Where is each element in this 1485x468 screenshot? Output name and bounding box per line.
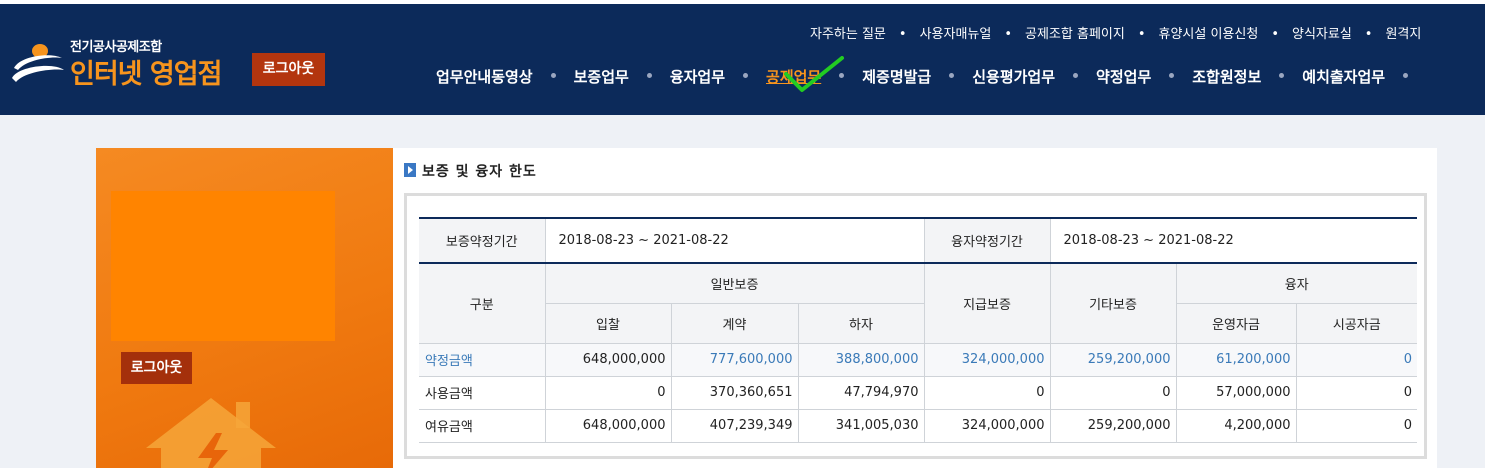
util-link-resort[interactable]: 휴양시설 이용신청 bbox=[1158, 27, 1259, 42]
site-logo[interactable]: 전기공사공제조합 인터넷 영업점 bbox=[10, 34, 240, 94]
cell-contract: 407,239,349 bbox=[670, 408, 799, 443]
cell-subcontract: 341,005,030 bbox=[797, 408, 925, 443]
row-label-contract-amount[interactable]: 약정금액 bbox=[419, 342, 546, 377]
cell-other-guarantee: 259,200,000 bbox=[1049, 408, 1177, 443]
cell-operating-fund: 4,200,000 bbox=[1175, 408, 1297, 443]
nav-menu-mutual-aid[interactable]: 공제업무 bbox=[766, 68, 822, 86]
cell-bid: 648,000,000 bbox=[544, 342, 672, 377]
main-content: 보증 및 융자 한도 보증약정기간 2018-08-23 ~ 2021-08-2… bbox=[393, 148, 1437, 468]
section-header: 보증 및 융자 한도 bbox=[404, 160, 537, 180]
nav-menu-loan[interactable]: 융자업무 bbox=[669, 68, 726, 86]
nav-menu-agreement[interactable]: 약정업무 bbox=[1096, 68, 1152, 86]
limit-table: 보증약정기간 2018-08-23 ~ 2021-08-22 융자약정기간 20… bbox=[419, 217, 1418, 443]
nav-menu-certificates[interactable]: 제증명발급 bbox=[862, 68, 932, 86]
cell-construction-fund: 0 bbox=[1295, 408, 1418, 443]
cell-bid: 648,000,000 bbox=[544, 408, 672, 443]
cell-bid: 0 bbox=[544, 375, 672, 410]
nav-separator-dot bbox=[1279, 73, 1285, 78]
logo-swoosh-icon bbox=[12, 44, 64, 82]
nav-menu-guarantee[interactable]: 보증업무 bbox=[573, 68, 629, 86]
util-link-forms[interactable]: 양식자료실 bbox=[1291, 27, 1352, 42]
header-construction-fund: 시공자금 bbox=[1295, 302, 1418, 344]
util-separator: • bbox=[898, 27, 907, 42]
left-side-panel: 로그아웃 bbox=[96, 148, 393, 468]
table-row: 약정금액 648,000,000 777,600,000 388,800,000… bbox=[419, 342, 1418, 377]
util-link-faq[interactable]: 자주하는 질문 bbox=[810, 27, 886, 42]
cell-payment-guarantee: 324,000,000 bbox=[923, 408, 1051, 443]
nav-menu-credit-rating[interactable]: 신용평가업무 bbox=[972, 68, 1056, 86]
nav-separator-dot bbox=[1073, 73, 1079, 78]
header-other-guarantee: 기타보증 bbox=[1049, 262, 1177, 344]
utility-links: 자주하는 질문 • 사용자매뉴얼 • 공제조합 홈페이지 • 휴양시설 이용신청 • 양식자료실… bbox=[810, 23, 1422, 42]
cell-construction-fund: 0 bbox=[1295, 375, 1418, 410]
guarantee-period-value: 2018-08-23 ~ 2021-08-22 bbox=[544, 217, 925, 264]
util-link-manual[interactable]: 사용자매뉴얼 bbox=[919, 27, 992, 42]
loan-period-value: 2018-08-23 ~ 2021-08-22 bbox=[1049, 217, 1418, 264]
nav-separator-dot bbox=[949, 73, 955, 78]
header-operating-fund: 운영자금 bbox=[1175, 302, 1297, 344]
cell-subcontract: 47,794,970 bbox=[797, 375, 925, 410]
limit-table-frame: 보증약정기간 2018-08-23 ~ 2021-08-22 융자약정기간 20… bbox=[404, 193, 1427, 459]
logo-org-name: 전기공사공제조합 bbox=[70, 40, 162, 55]
header-subcontract: 하자 bbox=[797, 302, 925, 344]
cell-operating-fund: 57,000,000 bbox=[1175, 375, 1297, 410]
nav-menu-member-info[interactable]: 조합원정보 bbox=[1192, 68, 1262, 86]
util-link-remote[interactable]: 원격지 bbox=[1385, 27, 1422, 42]
logo-service-name: 인터넷 영업점 bbox=[70, 59, 222, 90]
cell-subcontract[interactable]: 388,800,000 bbox=[797, 342, 925, 377]
nav-separator-dot bbox=[646, 73, 652, 78]
util-separator: • bbox=[1271, 27, 1279, 42]
cell-other-guarantee: 0 bbox=[1049, 375, 1177, 410]
header-payment-guarantee: 지급보증 bbox=[923, 262, 1051, 344]
row-label-remaining-amount: 여유금액 bbox=[419, 408, 546, 443]
checkmark-annotation-icon bbox=[784, 56, 844, 92]
nav-separator-dot bbox=[743, 73, 749, 78]
house-lightning-icon bbox=[146, 398, 276, 468]
util-separator: • bbox=[1364, 27, 1373, 42]
left-banner-box bbox=[111, 191, 335, 341]
table-row-period: 보증약정기간 2018-08-23 ~ 2021-08-22 융자약정기간 20… bbox=[419, 217, 1418, 264]
table-header-row-2: 입찰 계약 하자 운영자금 시공자금 bbox=[419, 302, 1418, 344]
cell-construction-fund[interactable]: 0 bbox=[1295, 342, 1418, 377]
side-logout-button[interactable]: 로그아웃 bbox=[121, 352, 192, 384]
util-link-homepage[interactable]: 공제조합 홈페이지 bbox=[1025, 27, 1125, 42]
cell-payment-guarantee: 0 bbox=[923, 375, 1051, 410]
loan-period-label: 융자약정기간 bbox=[923, 217, 1051, 264]
header-contract: 계약 bbox=[670, 302, 799, 344]
header-loan: 융자 bbox=[1175, 262, 1418, 304]
nav-separator-dot bbox=[839, 73, 845, 78]
cell-contract[interactable]: 777,600,000 bbox=[670, 342, 799, 377]
table-header-row-1: 구분 일반보증 지급보증 기타보증 융자 bbox=[419, 262, 1418, 344]
cell-contract: 370,360,651 bbox=[670, 375, 799, 410]
guarantee-period-label: 보증약정기간 bbox=[419, 217, 546, 264]
cell-other-guarantee[interactable]: 259,200,000 bbox=[1049, 342, 1177, 377]
cell-payment-guarantee[interactable]: 324,000,000 bbox=[923, 342, 1051, 377]
site-header: 전기공사공제조합 인터넷 영업점 로그아웃 자주하는 질문 • 사용자매뉴얼 • 공제조… bbox=[0, 4, 1485, 115]
main-nav: 업무안내동영상 보증업무 융자업무 공제업무 제증명발급 신용평가업무 약정업무 조합원정보 예… bbox=[436, 66, 1426, 90]
nav-separator-dot bbox=[1403, 73, 1409, 78]
row-label-used-amount: 사용금액 bbox=[419, 375, 546, 410]
table-row: 사용금액 0 370,360,651 47,794,970 0 0 57,000… bbox=[419, 375, 1418, 410]
top-strip bbox=[0, 0, 1485, 4]
header-logout-button[interactable]: 로그아웃 bbox=[252, 53, 325, 86]
header-category: 구분 bbox=[419, 262, 546, 344]
util-separator: • bbox=[1137, 27, 1146, 42]
section-title: 보증 및 융자 한도 bbox=[422, 163, 537, 180]
table-row: 여유금액 648,000,000 407,239,349 341,005,030… bbox=[419, 408, 1418, 443]
nav-separator-dot bbox=[550, 73, 556, 78]
util-separator: • bbox=[1004, 27, 1013, 42]
cell-operating-fund[interactable]: 61,200,000 bbox=[1175, 342, 1297, 377]
header-bid: 입찰 bbox=[544, 302, 672, 344]
header-general-guarantee: 일반보증 bbox=[544, 262, 925, 304]
nav-menu-deposit[interactable]: 예치출자업무 bbox=[1302, 68, 1386, 86]
arrow-bullet-icon bbox=[404, 162, 416, 177]
nav-menu-video[interactable]: 업무안내동영상 bbox=[436, 68, 533, 86]
nav-separator-dot bbox=[1169, 73, 1175, 78]
